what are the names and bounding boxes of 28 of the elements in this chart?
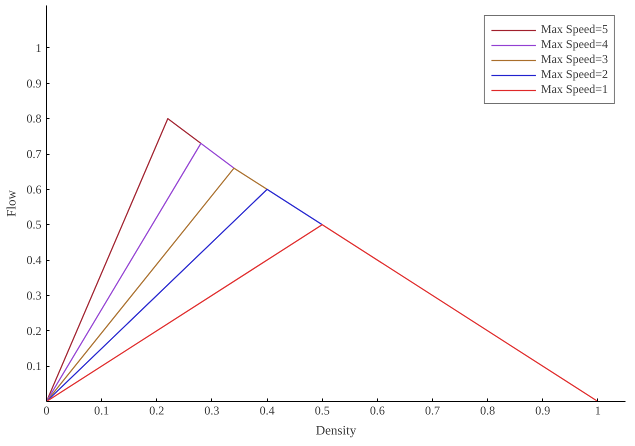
y-tick-label: 0.4: [26, 253, 42, 268]
y-axis-title: Flow: [4, 190, 18, 217]
x-tick-label: 0.1: [94, 404, 110, 418]
legend-label: Max Speed=3: [540, 52, 608, 67]
x-axis-title: Density: [316, 422, 357, 438]
x-tick-label: 1: [594, 404, 601, 418]
x-tick-label: 0.9: [535, 404, 550, 418]
y-tick-label: 1: [36, 40, 42, 55]
legend-label: Max Speed=4: [540, 37, 608, 52]
x-tick-label: 0.4: [260, 404, 275, 418]
x-tick-label: 0: [44, 404, 50, 418]
x-tick-label: 0.8: [480, 404, 496, 418]
y-tick-label: 0.5: [26, 218, 42, 232]
y-tick-label: 0.9: [26, 76, 42, 90]
x-tick-label: 0.2: [149, 404, 164, 418]
y-tick-label: 0.2: [26, 324, 42, 338]
y-tick-label: 0.1: [26, 359, 42, 374]
legend-label: Max Speed=2: [540, 67, 608, 82]
y-tick-label: 0.3: [26, 288, 42, 302]
x-tick-label: 0.6: [370, 404, 385, 418]
x-tick-label: 0.7: [425, 404, 440, 418]
legend-label: Max Speed=5: [540, 22, 608, 37]
y-tick-label: 0.8: [26, 112, 42, 126]
y-tick-label: 0.7: [26, 147, 42, 161]
x-tick-label: 0.3: [204, 404, 220, 418]
y-tick-label: 0.6: [26, 182, 42, 196]
legend-label: Max Speed=1: [540, 82, 608, 97]
x-tick-label: 0.5: [314, 404, 330, 418]
